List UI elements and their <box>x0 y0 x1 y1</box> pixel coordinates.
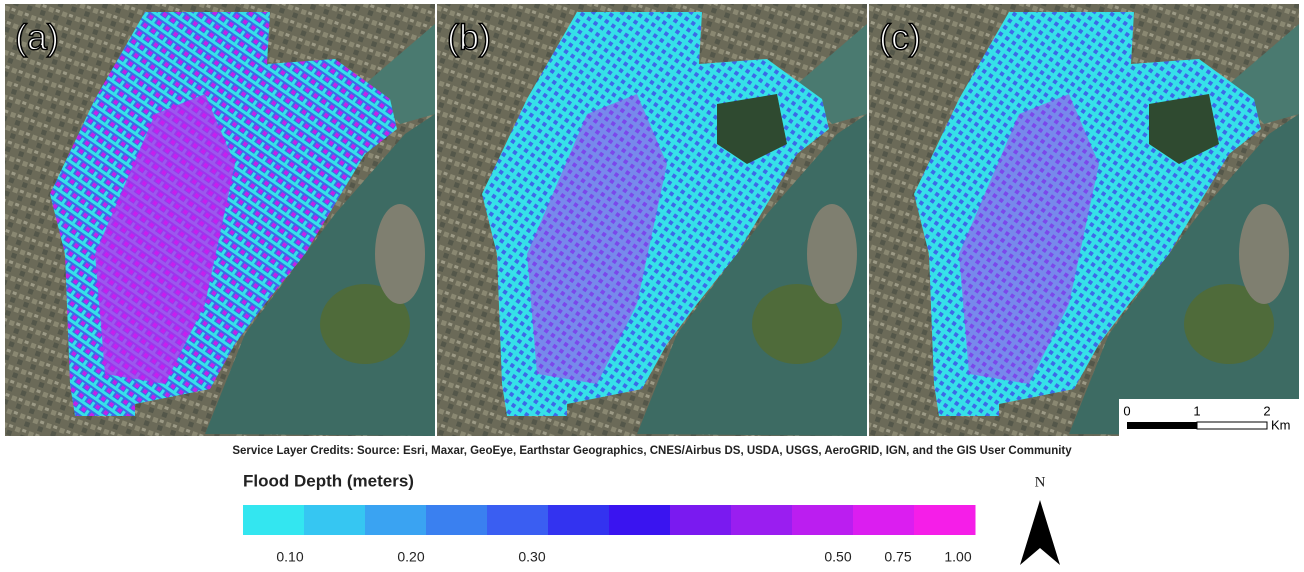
scale-bar-black <box>1127 422 1197 429</box>
color-swatch <box>487 505 549 535</box>
scale-bar-bg <box>1119 399 1299 436</box>
map-panel: (a) <box>5 4 435 436</box>
map-panel: (b) <box>437 4 867 436</box>
island <box>1239 204 1289 304</box>
legend-tick-label: 0.75 <box>884 549 911 565</box>
color-swatch <box>609 505 671 535</box>
scale-bar: 0 1 2Km <box>1119 399 1299 436</box>
panel-label: (a) <box>15 17 59 58</box>
north-arrow <box>1020 500 1060 565</box>
flood-deep <box>959 94 1099 384</box>
credits: Service Layer Credits: Source: Esri, Max… <box>232 445 1072 457</box>
legend-tick-label: 0.30 <box>518 549 545 565</box>
color-swatch <box>304 505 366 535</box>
color-swatch <box>914 505 976 535</box>
color-swatch <box>243 505 305 535</box>
map-panel: (c) <box>869 4 1299 436</box>
color-swatch <box>365 505 427 535</box>
color-swatch <box>670 505 732 535</box>
scale-bar-label: 1 <box>1193 403 1200 418</box>
scale-bar-label: 2 <box>1263 403 1270 418</box>
color-swatch <box>792 505 854 535</box>
legend-tick-label: 1.00 <box>944 549 971 565</box>
scale-bar-unit: Km <box>1271 417 1291 432</box>
island <box>1184 284 1274 364</box>
panel-label: (b) <box>447 17 491 58</box>
color-swatch <box>731 505 793 535</box>
unflooded-area <box>1149 94 1219 164</box>
color-swatch <box>426 505 488 535</box>
unflooded-area <box>717 94 787 164</box>
color-swatch <box>548 505 610 535</box>
legend-tick-label: 0.20 <box>397 549 424 565</box>
flood-deep <box>527 94 667 384</box>
legend-tick-label: 0.50 <box>824 549 851 565</box>
panel-label: (c) <box>879 17 921 58</box>
scale-bar-white <box>1196 421 1268 430</box>
island <box>807 204 857 304</box>
scale-bar-label: 0 <box>1123 403 1130 418</box>
legend-title: Flood Depth (meters) <box>243 471 414 490</box>
legend-tick-label: 0.10 <box>276 549 303 565</box>
color-swatch <box>853 505 915 535</box>
island <box>375 204 425 304</box>
island <box>320 284 410 364</box>
island <box>752 284 842 364</box>
north-label: N <box>1035 474 1046 490</box>
flood-deep <box>95 94 235 384</box>
